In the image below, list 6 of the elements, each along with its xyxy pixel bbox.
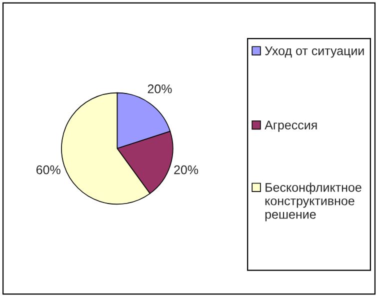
legend-label: Агрессия — [264, 120, 317, 132]
legend-label: Бесконфликтное конструктивное решение — [265, 182, 362, 222]
data-label: 20% — [148, 84, 172, 94]
data-label: 20% — [174, 165, 198, 174]
data-label: 60% — [36, 165, 60, 174]
legend-label: Уход от ситуации — [264, 46, 364, 58]
